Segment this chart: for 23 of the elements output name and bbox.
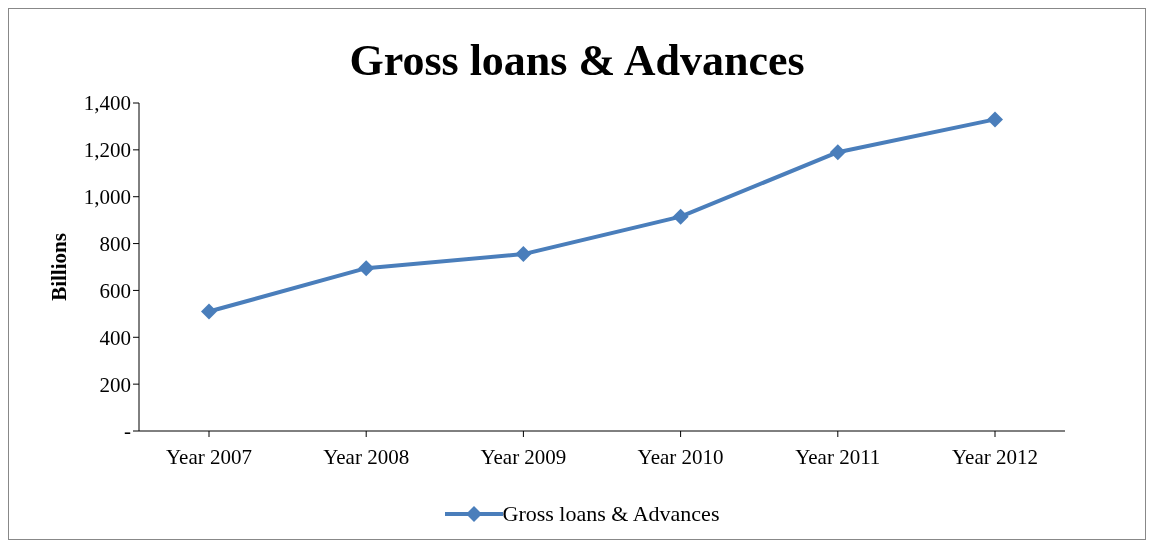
chart-title: Gross loans & Advances [348, 35, 806, 85]
x-tick-label: Year 2012 [952, 444, 1038, 469]
point [515, 246, 532, 263]
x-tick-label: Year 2007 [166, 444, 252, 469]
point [201, 303, 217, 320]
point [358, 260, 375, 277]
y-tick-label: 600 [99, 278, 131, 303]
y-tick-label: 200 [99, 372, 131, 397]
y-tick-label: 800 [99, 232, 131, 257]
legend-label: Gross loans & Advances [502, 501, 720, 527]
y-tick-label: - [124, 419, 131, 444]
y-tick-label: 1,200 [83, 138, 131, 163]
x-tick-label: Year 2011 [795, 444, 881, 469]
point [987, 111, 1003, 128]
point [672, 208, 689, 225]
y-axis-title: Billions [47, 233, 72, 301]
point [829, 144, 846, 161]
y-tick-label: 1,000 [83, 185, 131, 210]
x-tick-label: Year 2010 [637, 444, 724, 469]
x-tick-label: Year 2009 [480, 444, 567, 469]
x-tick-label: Year 2008 [323, 444, 410, 469]
y-tick-label: 400 [99, 325, 131, 350]
y-tick-label: 1,400 [83, 91, 131, 116]
